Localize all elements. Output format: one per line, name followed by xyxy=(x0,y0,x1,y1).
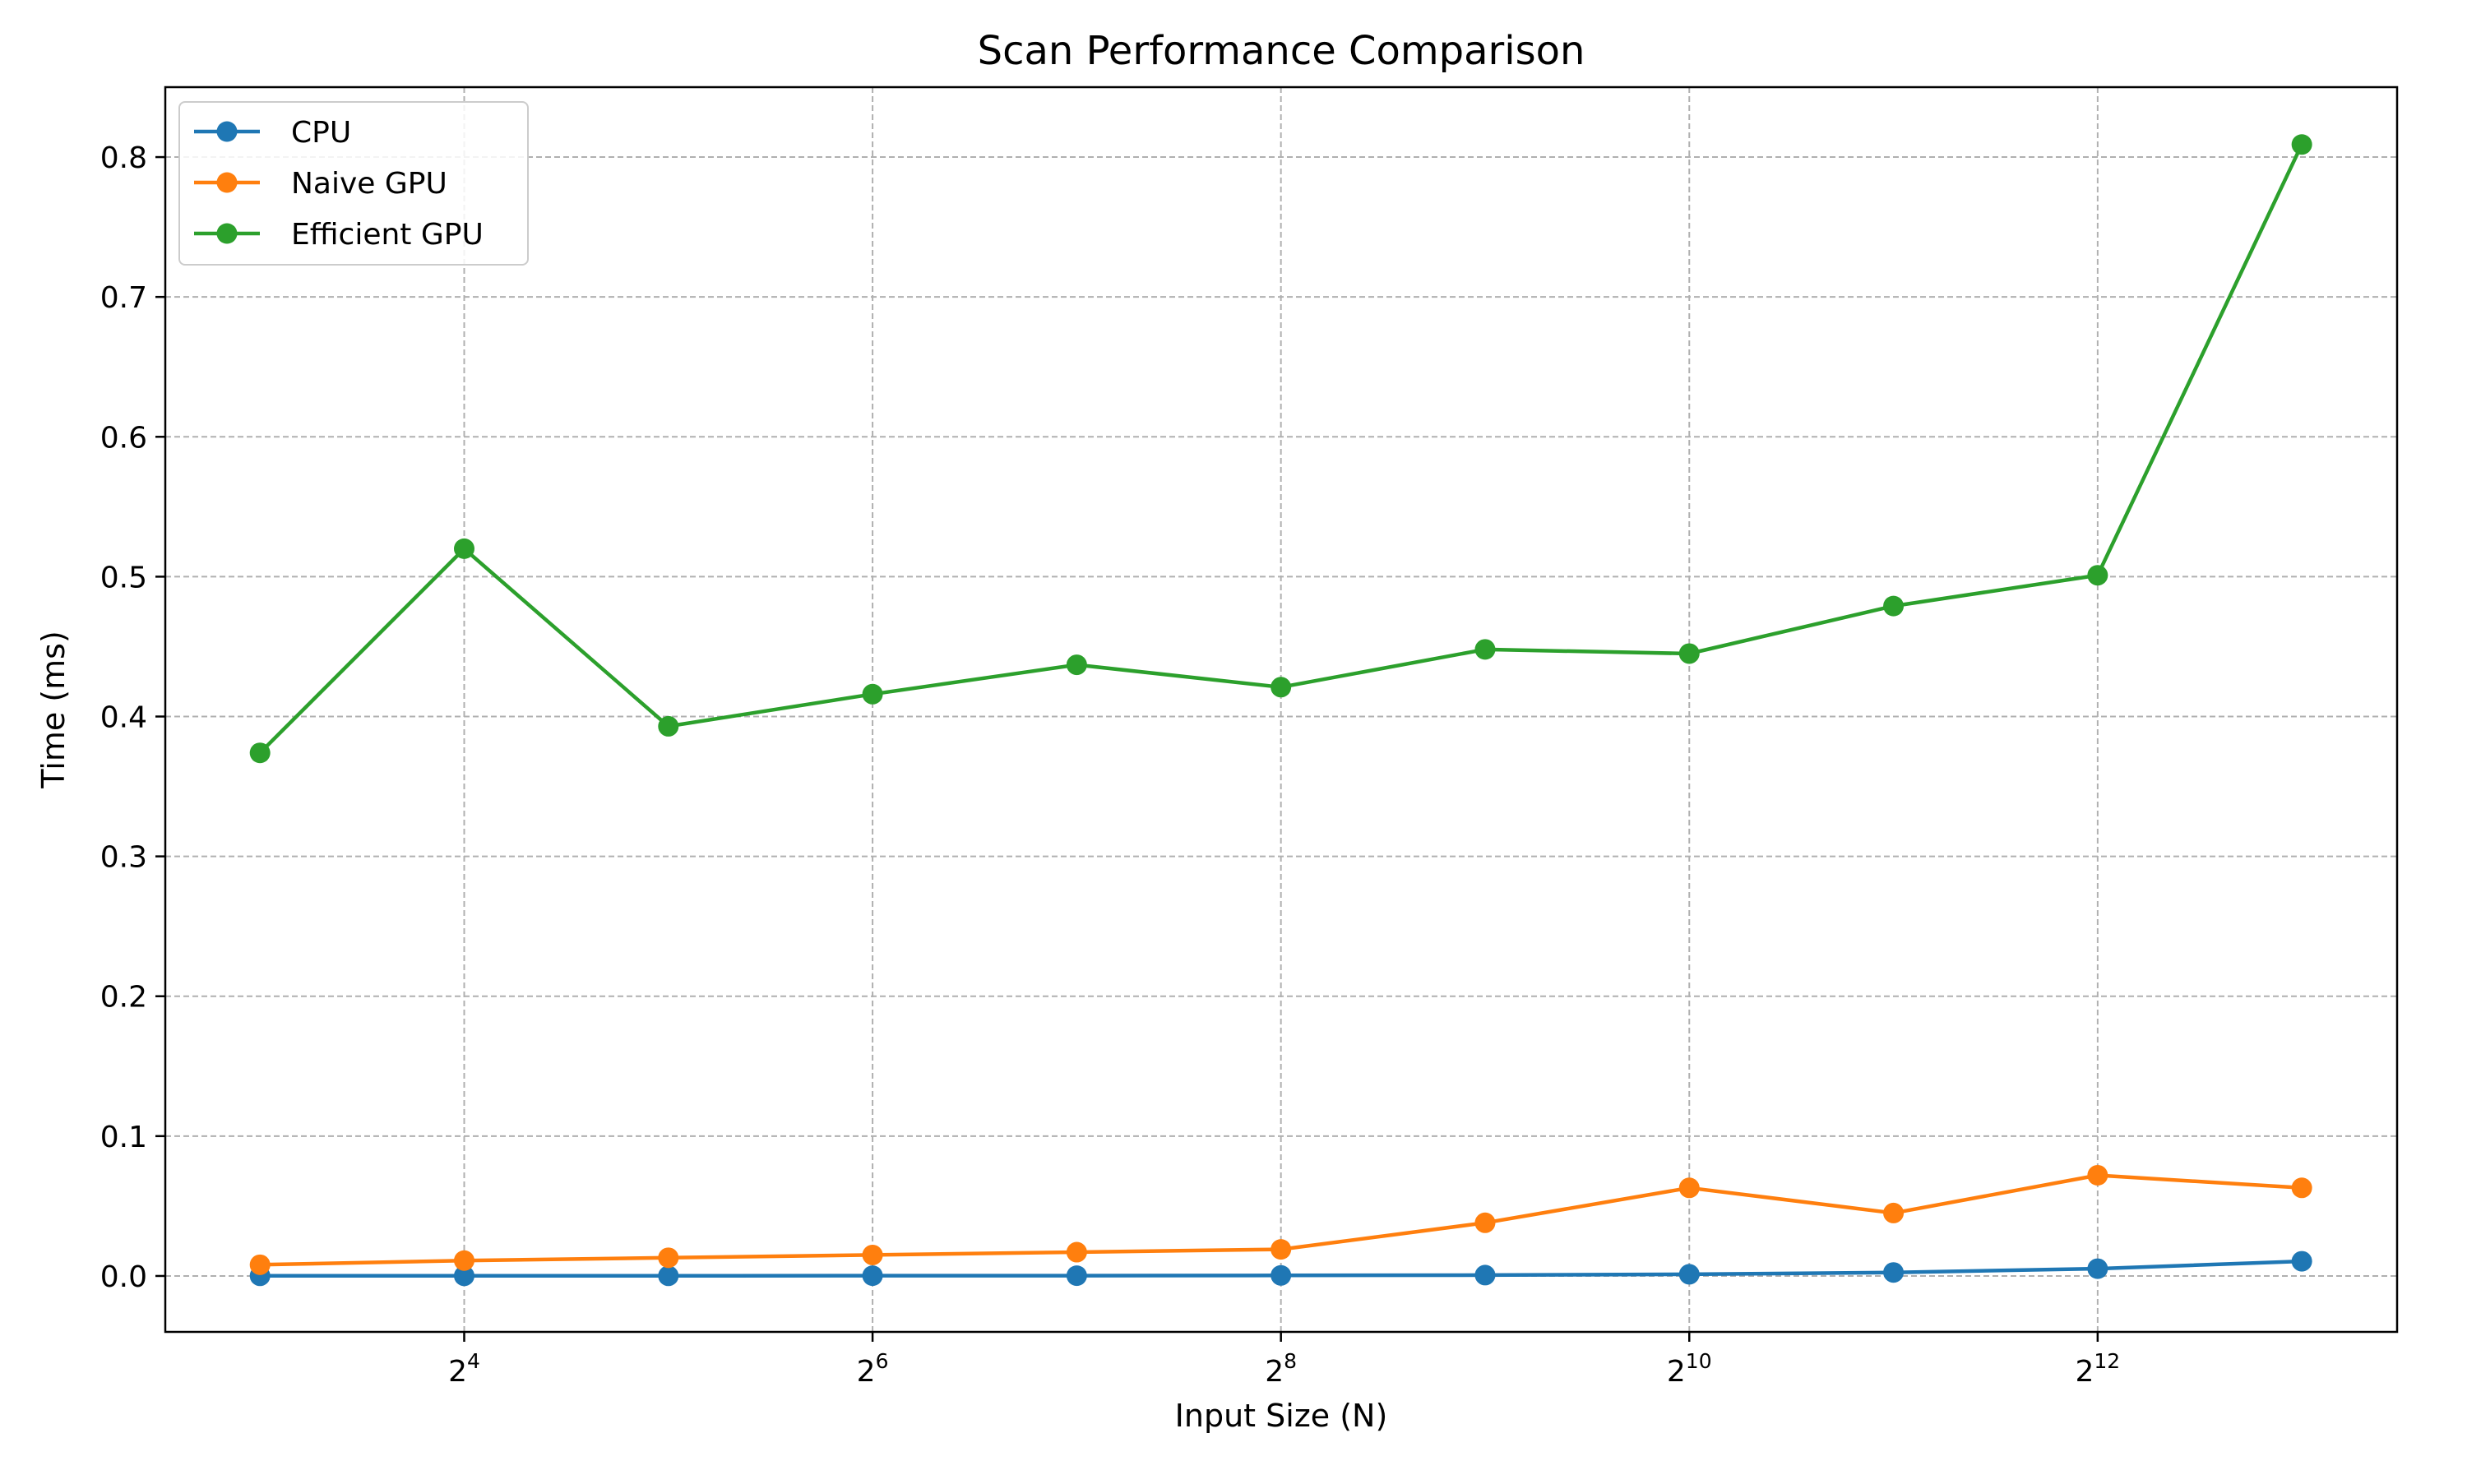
y-tick-label: 0.2 xyxy=(100,981,147,1015)
data-point-efficient-gpu xyxy=(658,715,679,737)
data-point-naive-gpu xyxy=(249,1254,271,1275)
y-tick-label: 0.1 xyxy=(100,1121,147,1154)
y-tick-label: 0.3 xyxy=(100,841,147,875)
data-point-cpu xyxy=(1474,1264,1496,1286)
data-point-efficient-gpu xyxy=(249,742,271,764)
data-point-cpu xyxy=(658,1265,679,1287)
data-point-efficient-gpu xyxy=(1474,639,1496,660)
data-point-naive-gpu xyxy=(2291,1177,2312,1199)
series-efficient-gpu xyxy=(249,134,2312,764)
data-point-cpu xyxy=(453,1265,474,1287)
data-point-efficient-gpu xyxy=(862,683,883,705)
legend-marker-naive-gpu xyxy=(216,172,238,193)
legend-item-cpu: CPU xyxy=(194,116,351,150)
data-point-naive-gpu xyxy=(1474,1212,1496,1233)
legend-label-efficient-gpu: Efficient GPU xyxy=(291,218,484,252)
data-point-naive-gpu xyxy=(453,1250,474,1271)
series-cpu xyxy=(249,1251,2312,1287)
x-tick-label: 212 xyxy=(2075,1349,2120,1389)
y-tick-label: 0.0 xyxy=(100,1260,147,1294)
data-point-cpu xyxy=(2087,1258,2108,1279)
data-point-naive-gpu xyxy=(2087,1164,2108,1186)
data-point-efficient-gpu xyxy=(1678,643,1700,664)
grid xyxy=(165,87,2397,1332)
y-axis-label: Time (ms) xyxy=(35,631,72,789)
chart-title: Scan Performance Comparison xyxy=(978,28,1585,74)
y-tick-label: 0.4 xyxy=(100,701,147,735)
series-naive-gpu xyxy=(249,1164,2312,1275)
legend-marker-cpu xyxy=(216,121,238,142)
data-point-efficient-gpu xyxy=(2291,134,2312,155)
ticks: 24 26 28 210 212 0.0 0.1 0.2 0.3 0.4 0.5 0.6 0.7 0.8 xyxy=(100,141,2120,1389)
data-point-efficient-gpu xyxy=(1271,677,1292,698)
data-point-naive-gpu xyxy=(1066,1241,1087,1263)
legend-marker-efficient-gpu xyxy=(216,223,238,244)
legend: CPU Naive GPU Efficient GPU xyxy=(178,101,529,266)
x-tick-label: 24 xyxy=(448,1349,480,1389)
legend-item-efficient-gpu: Efficient GPU xyxy=(194,218,484,252)
y-tick-label: 0.7 xyxy=(100,281,147,315)
y-tick-label: 0.5 xyxy=(100,561,147,594)
legend-label-naive-gpu: Naive GPU xyxy=(291,167,447,201)
data-point-cpu xyxy=(1066,1265,1087,1287)
data-point-naive-gpu xyxy=(1678,1177,1700,1199)
data-point-efficient-gpu xyxy=(1883,595,1905,617)
x-tick-label: 26 xyxy=(857,1349,889,1389)
x-tick-label: 210 xyxy=(1667,1349,1712,1389)
x-axis-label: Input Size (N) xyxy=(1175,1398,1388,1434)
data-point-naive-gpu xyxy=(1883,1202,1905,1223)
data-point-cpu xyxy=(862,1265,883,1287)
data-point-efficient-gpu xyxy=(2087,565,2108,586)
data-point-efficient-gpu xyxy=(1066,654,1087,676)
data-point-naive-gpu xyxy=(1271,1239,1292,1260)
data-point-cpu xyxy=(2291,1251,2312,1272)
y-tick-label: 0.8 xyxy=(100,141,147,175)
data-point-naive-gpu xyxy=(862,1244,883,1265)
legend-item-naive-gpu: Naive GPU xyxy=(194,167,447,201)
data-point-cpu xyxy=(1678,1264,1700,1285)
data-point-cpu xyxy=(1883,1262,1905,1283)
y-tick-label: 0.6 xyxy=(100,421,147,455)
plot-frame xyxy=(164,86,2399,1334)
x-tick-label: 28 xyxy=(1265,1349,1297,1389)
data-point-efficient-gpu xyxy=(453,538,474,559)
legend-box xyxy=(178,101,529,266)
series-layer xyxy=(249,134,2312,1287)
data-point-cpu xyxy=(1271,1264,1292,1286)
legend-label-cpu: CPU xyxy=(291,116,351,150)
data-point-naive-gpu xyxy=(658,1247,679,1269)
